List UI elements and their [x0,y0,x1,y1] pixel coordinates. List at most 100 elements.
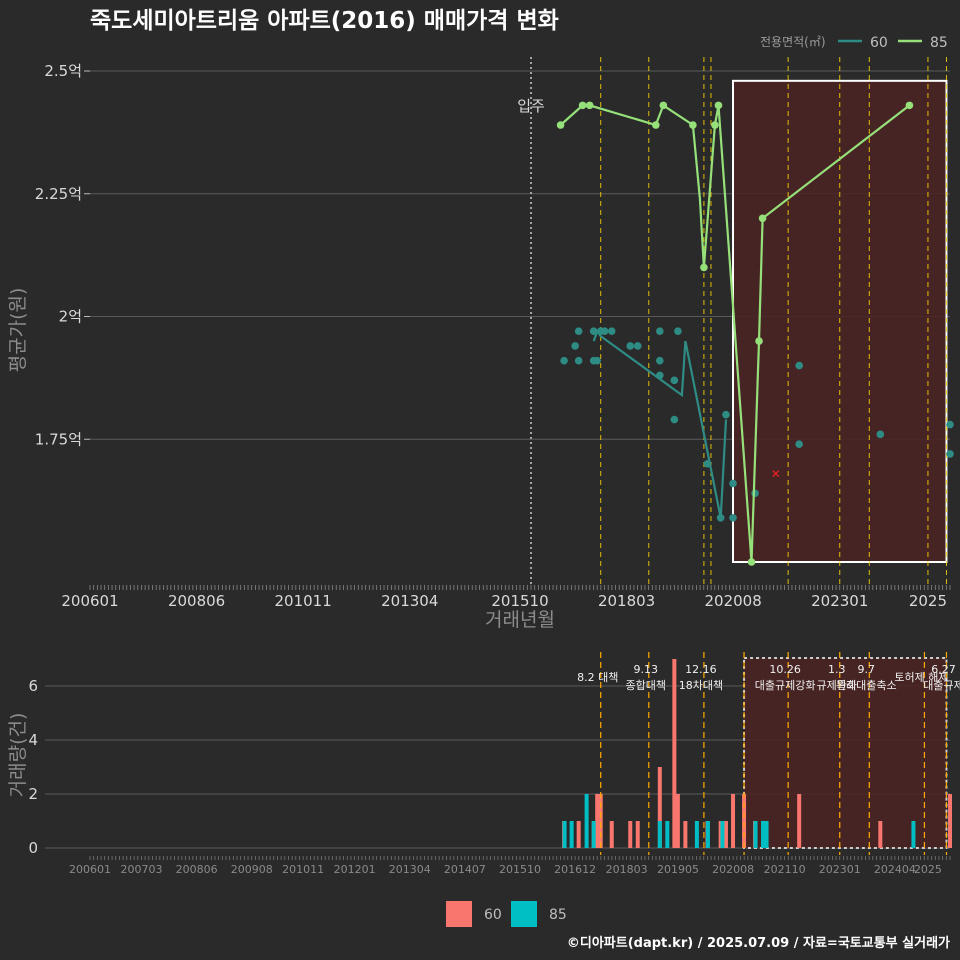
policy-label: 대출규제강화 [755,679,816,692]
x-tick-label: 201510 [491,592,548,610]
volume-bar-85 [584,794,589,848]
data-point-60 [656,327,664,336]
y-tick-label: 2.5억 [44,62,82,80]
data-point-85 [711,121,719,129]
volume-x-tick-label: 201407 [444,863,486,876]
volume-bar-60 [628,821,633,848]
bar-legend-swatch-60 [446,901,472,927]
volume-bar-85 [720,821,725,848]
x-tick-label: 201803 [598,592,655,610]
legend-title: 전용면적(㎡) [760,35,826,49]
volume-bar-85 [705,821,710,848]
policy-label: 12.16 [685,663,717,676]
volume-x-tick-label: 201201 [334,863,376,876]
policy-label: 9.7 [858,663,876,676]
x-tick-label: 202008 [705,592,762,610]
policy-label: 18차대책 [679,679,723,692]
volume-panel: 0 2 4 6 8.2 대책 9.13 종합대책 12.16 18차대책 10.26 대출규제강화 1… [28,652,960,876]
volume-bar-60 [598,794,603,848]
volume-x-tick-label: 202301 [819,863,861,876]
volume-x-tick-label: 201510 [499,863,541,876]
volume-tick-label: 2 [28,785,38,803]
data-point-85 [556,121,565,129]
chart-title: 죽도세미아트리움 아파트(2016) 매매가격 변화 [90,8,559,34]
data-point-60 [729,514,737,522]
bar-legend-label-60: 60 [484,907,502,923]
data-point-60 [560,356,568,365]
bar-legend-swatch-85 [511,901,537,927]
volume-x-tick-label: 201304 [389,863,431,876]
volume-x-tick-label: 2025 [914,863,942,876]
x-tick-label: 2025 [909,592,947,610]
volume-x-tick-label: 202404 [874,863,916,876]
data-point-60 [589,327,598,336]
legend-label-85: 85 [930,35,948,51]
data-point-60 [716,514,725,522]
volume-bar-60 [576,821,581,848]
data-point-60 [574,327,583,336]
y-tick-label: 2억 [59,308,82,326]
data-point-60 [722,410,730,419]
volume-bar-85 [753,821,758,848]
data-point-60 [751,489,759,498]
policy-label: 9.13 [634,663,659,676]
volume-bar-85 [562,821,567,848]
data-point-60 [574,356,583,365]
volume-x-tick-label: 201803 [606,863,648,876]
data-point-85 [714,101,723,110]
volume-x-tick-label: 202110 [764,863,806,876]
data-point-60 [633,342,642,350]
data-point-60 [670,376,679,385]
volume-bar-60 [635,821,640,848]
data-point-60 [571,342,579,350]
data-point-60 [656,356,664,365]
volume-x-tick-label: 200703 [120,863,162,876]
policy-label: 10.26 [769,663,801,676]
x-tick-label: 201304 [381,592,438,610]
data-point-60 [607,327,616,336]
volume-bar-60 [731,794,736,848]
x-axis-title: 거래년월 [485,609,555,631]
data-point-85 [905,101,914,110]
data-point-60 [946,450,954,458]
data-point-60 [674,327,682,336]
volume-bar-60 [878,821,883,848]
policy-label: 규제완화 [817,679,857,692]
volume-bar-85 [764,821,769,848]
data-point-60 [626,342,635,350]
policy-label: 토허제 해제 [894,670,948,684]
bottom-legend: 60 85 [446,901,567,927]
volume-bar-60 [948,794,952,848]
top-legend: 전용면적(㎡) 60 85 [760,35,948,51]
data-point-60 [656,371,664,380]
data-point-85 [747,558,756,566]
data-point-60 [795,361,803,370]
volume-bar-85 [761,821,766,848]
volume-bar-85 [569,821,574,848]
red-x-marker [772,470,780,478]
volume-axis-title: 거래량(건) [7,713,29,798]
volume-bar-60 [657,767,662,848]
volume-bar-60 [797,794,802,848]
volume-tick-label: 0 [28,839,38,857]
volume-bar-60 [609,821,614,848]
volume-tick-label: 6 [28,677,38,695]
series-line-85 [559,103,911,563]
y-tick-label: 1.75억 [35,430,82,448]
volume-bar-60 [683,821,688,848]
volume-bar-85 [665,821,670,848]
data-point-60 [876,430,885,439]
data-point-85 [578,101,587,110]
volume-x-tick-label: 201612 [554,863,596,876]
data-point-60 [946,420,954,429]
data-point-60 [600,327,609,336]
data-point-85 [755,337,763,345]
volume-highlight-box [743,657,948,849]
volume-x-tick-label: 200601 [69,863,111,876]
data-point-85 [652,121,660,129]
volume-tick-label: 4 [28,731,38,749]
x-tick-label: 200601 [61,592,118,610]
volume-bar-85 [591,821,596,848]
